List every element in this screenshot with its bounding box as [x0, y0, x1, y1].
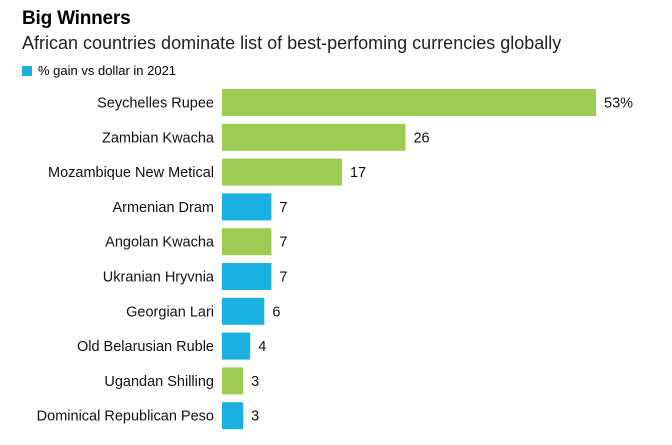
value-label: 7: [279, 200, 287, 216]
category-label: Georgian Lari: [126, 304, 214, 320]
legend-label: % gain vs dollar in 2021: [38, 63, 177, 78]
chart-subtitle: African countries dominate list of best-…: [22, 33, 562, 53]
category-label: Zambian Kwacha: [102, 130, 215, 146]
bar: [222, 193, 272, 221]
legend-swatch: [22, 65, 32, 76]
value-label: 26: [413, 130, 429, 146]
value-label: 4: [258, 339, 266, 355]
category-label: Old Belarusian Ruble: [77, 339, 214, 355]
category-label: Ugandan Shilling: [104, 374, 214, 390]
chart-title: Big Winners: [22, 8, 131, 29]
category-label: Armenian Dram: [112, 200, 214, 216]
value-label: 3: [251, 409, 259, 425]
category-label: Mozambique New Metical: [48, 165, 214, 181]
bar: [222, 367, 244, 395]
bar: [222, 263, 272, 290]
bar: [222, 123, 406, 151]
value-label: 7: [279, 270, 287, 286]
category-label: Seychelles Rupee: [97, 96, 214, 112]
bar: [222, 297, 265, 325]
bar: [222, 158, 342, 186]
bar: [222, 332, 251, 360]
value-label: 7: [279, 235, 287, 251]
value-label: 17: [350, 165, 366, 181]
bar: [222, 402, 244, 430]
category-label: Ukranian Hryvnia: [103, 270, 215, 286]
bar: [222, 89, 596, 116]
value-label: 53%: [604, 96, 633, 112]
category-label: Angolan Kwacha: [105, 235, 215, 251]
value-label: 6: [272, 304, 280, 320]
bar: [222, 228, 272, 256]
category-label: Dominical Republican Peso: [37, 409, 214, 425]
legend: % gain vs dollar in 2021: [22, 63, 176, 78]
value-label: 3: [251, 374, 259, 390]
